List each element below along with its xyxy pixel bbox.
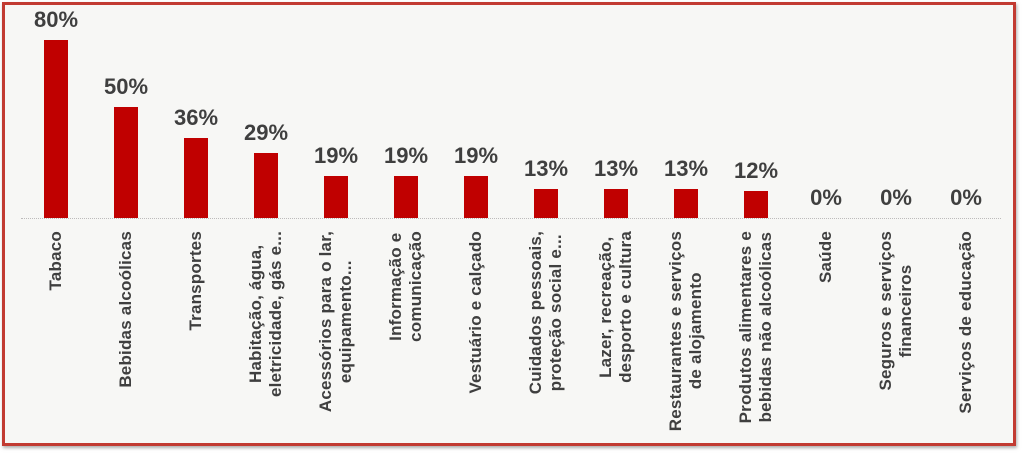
bar-column: 29% [231,120,301,218]
category-label: Vestuário e calçado [465,231,485,394]
category-label-cell: Vestuário e calçado [441,219,511,441]
category-label-cell: Restaurantes e serviços de alojamento [651,219,721,441]
bar [254,153,278,218]
category-label-cell: Acessórios para o lar, equipamento... [301,219,371,441]
category-label-cell: Lazer, recreação, desporto e cultura [581,219,651,441]
category-label-cell: Seguros e serviços financeiros [861,219,931,441]
bar-column: 36% [161,105,231,218]
value-label: 19% [313,143,359,168]
value-label: 13% [523,156,569,181]
category-label-cell: Transportes [161,219,231,441]
bar-column: 19% [371,143,441,218]
category-label: Serviços de educação [955,231,975,414]
bar [114,107,138,218]
category-label: Bebidas alcoólicas [115,231,135,388]
category-label-cell: Saúde [791,219,861,441]
plot-area: 80% 50% 36% 29% 19% 19% 19% 13% 13% 13% 12% 0% 0% 0% [21,5,1001,219]
category-label: Seguros e serviços financeiros [875,231,915,391]
category-label: Tabaco [45,231,65,291]
bar-column: 19% [441,143,511,218]
category-label: Restaurantes e serviços de alojamento [665,231,705,432]
value-label: 0% [810,185,842,210]
bar-column: 13% [581,156,651,218]
category-label: Acessórios para o lar, equipamento... [315,231,355,413]
category-label-cell: Serviços de educação [931,219,1001,441]
value-label: 80% [33,7,79,32]
value-label: 36% [173,105,219,130]
category-label-cell: Produtos alimentares e bebidas não alcoó… [721,219,791,441]
category-label: Produtos alimentares e bebidas não alcoó… [735,231,775,424]
value-label: 29% [243,120,289,145]
chart-frame: 80% 50% 36% 29% 19% 19% 19% 13% 13% 13% 12% 0% 0% 0% … [2,2,1016,446]
category-label: Saúde [815,231,835,284]
bar [44,40,68,218]
bar-column: 19% [301,143,371,218]
bar [604,189,628,218]
value-label: 0% [950,185,982,210]
bar [464,176,488,218]
value-label: 13% [593,156,639,181]
bar [394,176,418,218]
category-label: Lazer, recreação, desporto e cultura [595,231,635,383]
bar-column: 80% [21,7,91,218]
bar [744,191,768,218]
category-label-cell: Informação e comunicação [371,219,441,441]
bar-column: 0% [861,185,931,218]
category-label-cell: Cuidados pessoais, proteção social e... [511,219,581,441]
category-label: Informação e comunicação [385,231,425,342]
bar [674,189,698,218]
category-axis: Tabaco Bebidas alcoólicas Transportes Habit… [21,219,1001,441]
bar [184,138,208,218]
category-label: Transportes [185,231,205,331]
category-label-cell: Tabaco [21,219,91,441]
bar [534,189,558,218]
value-label: 12% [733,158,779,183]
bar-column: 13% [651,156,721,218]
category-label-cell: Bebidas alcoólicas [91,219,161,441]
value-label: 19% [453,143,499,168]
value-label: 19% [383,143,429,168]
bar-column: 0% [931,185,1001,218]
category-label: Cuidados pessoais, proteção social e... [525,231,565,395]
value-label: 50% [103,74,149,99]
bar-column: 13% [511,156,581,218]
bar-column: 0% [791,185,861,218]
value-label: 0% [880,185,912,210]
category-label-cell: Habitação, água, eletricidade, gás e... [231,219,301,441]
value-label: 13% [663,156,709,181]
bar [324,176,348,218]
category-label: Habitação, água, eletricidade, gás e... [245,231,285,397]
bar-column: 50% [91,74,161,218]
bar-column: 12% [721,158,791,218]
